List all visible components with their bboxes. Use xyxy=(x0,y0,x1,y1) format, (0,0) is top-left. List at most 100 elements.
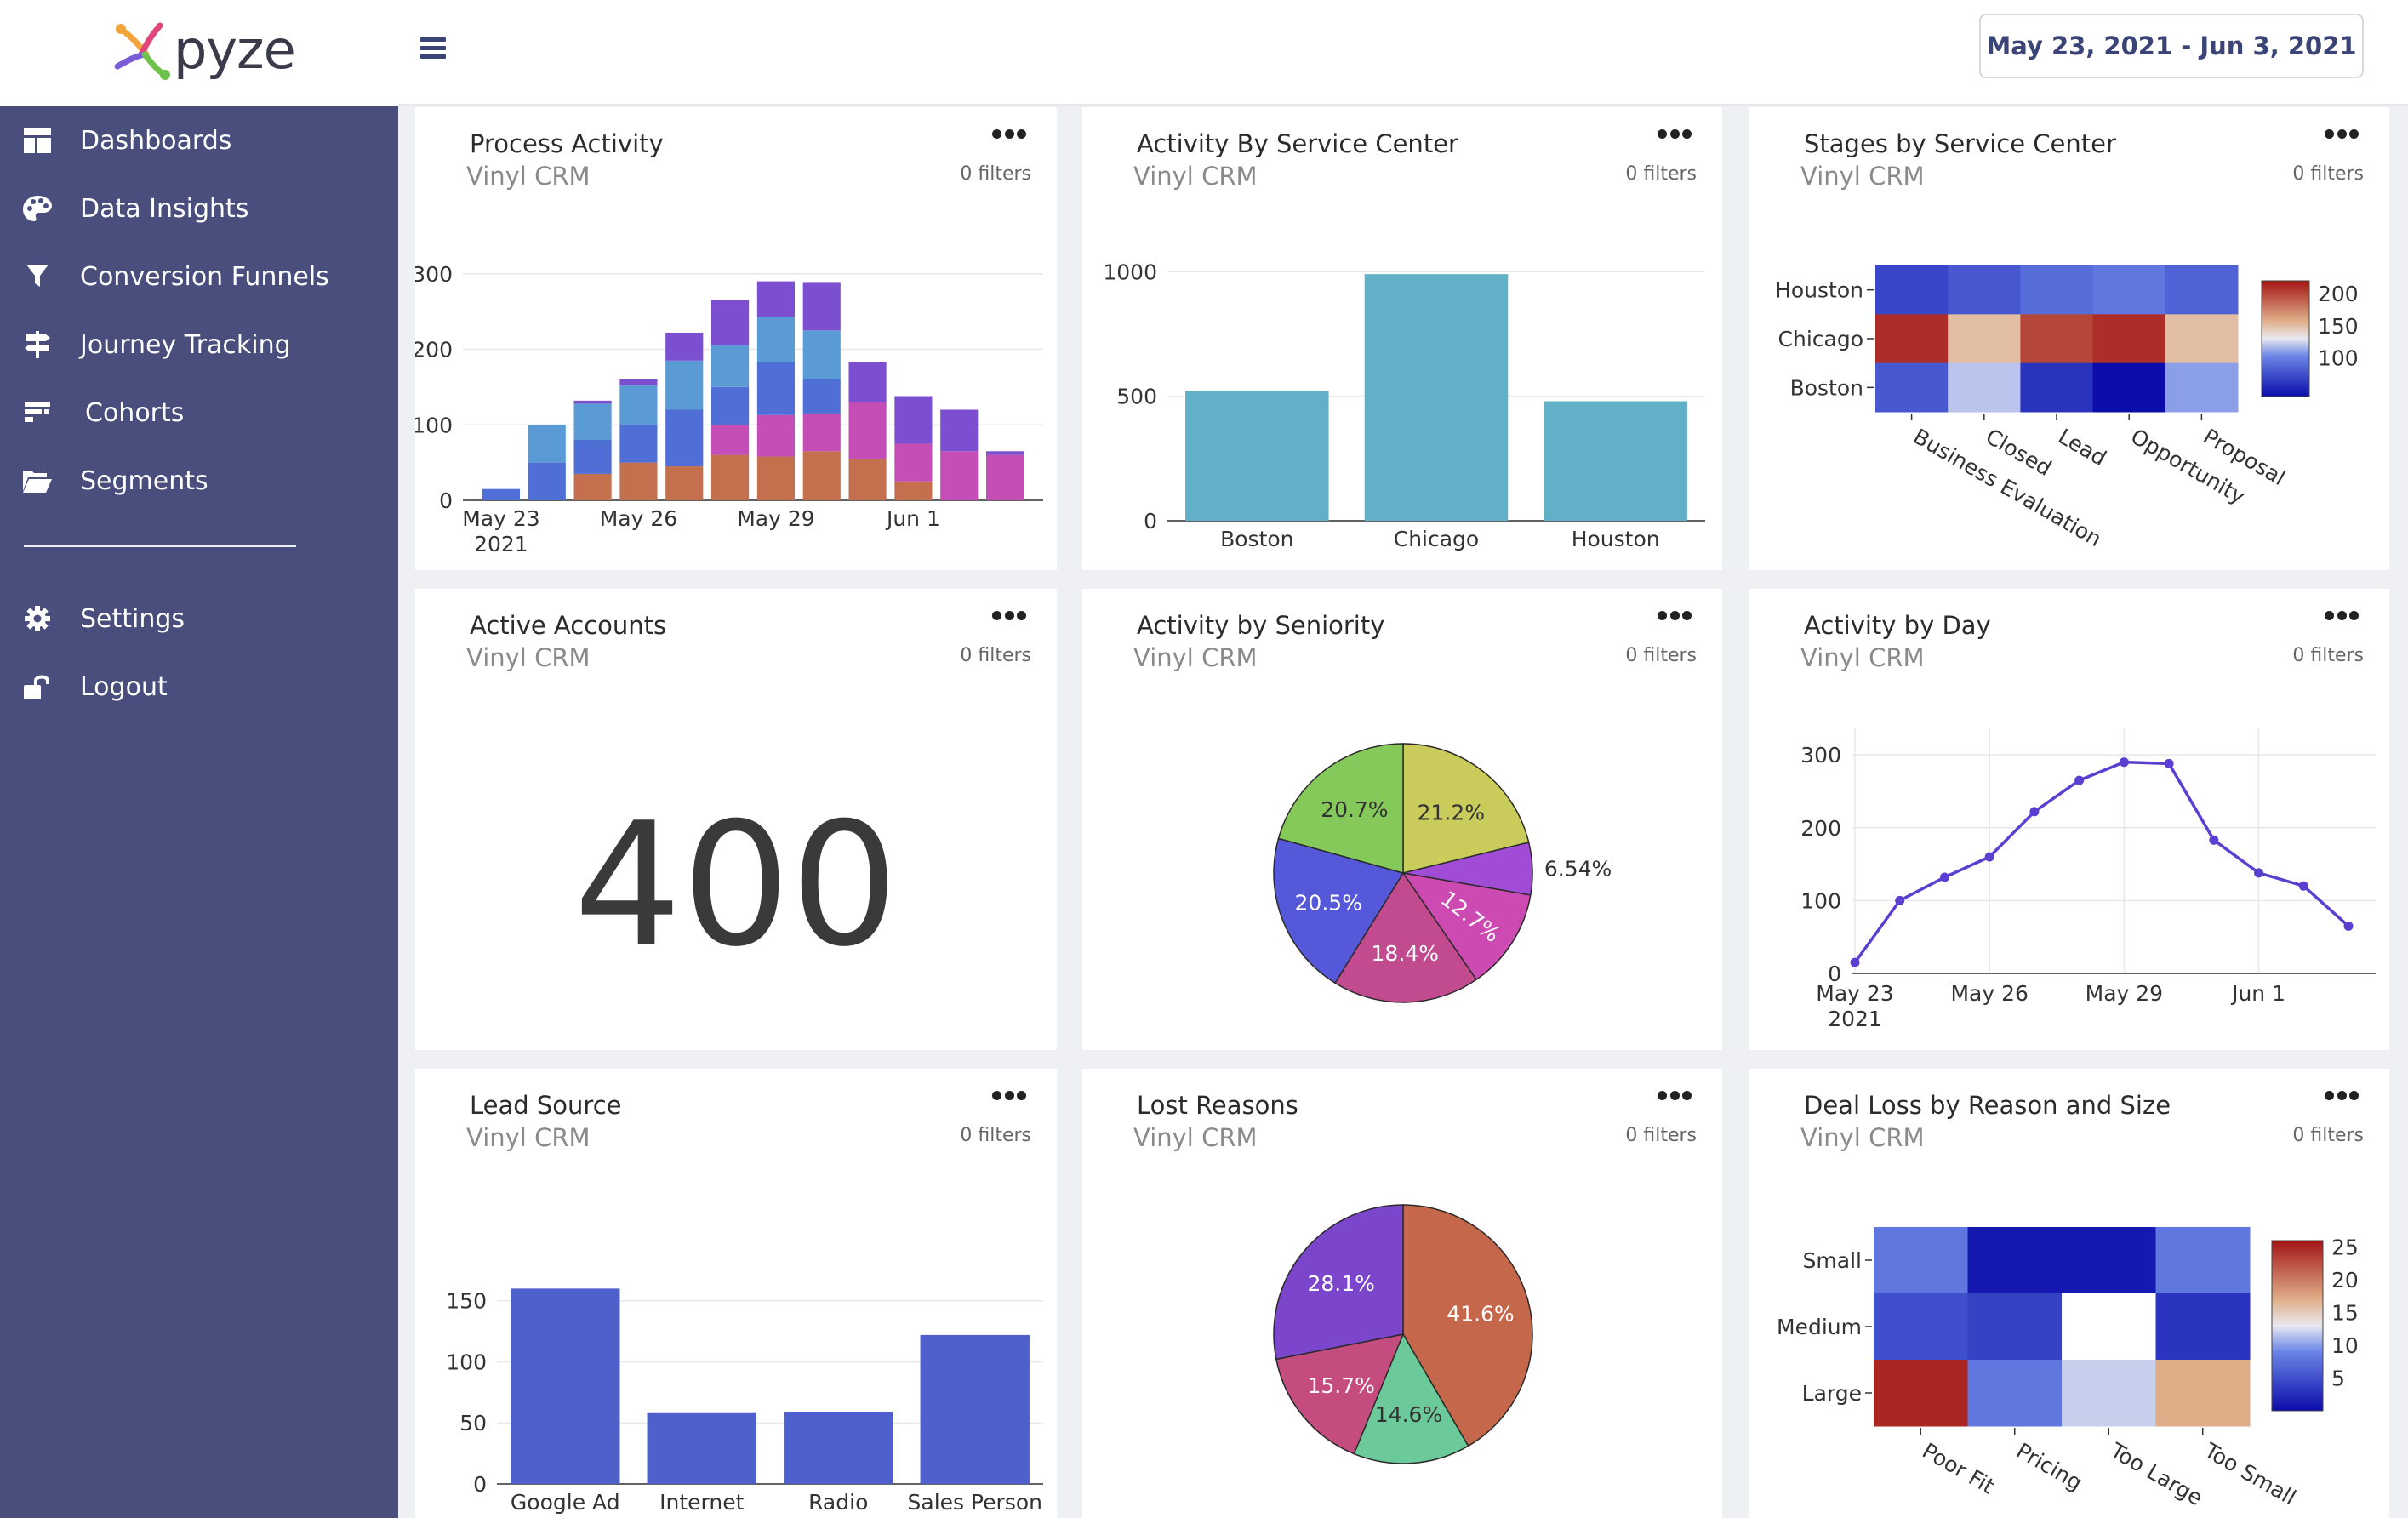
card-activity-by-day: Activity by Day Vinyl CRM 0 filters 0 100… xyxy=(1749,589,2389,1050)
pie-label: 14.6% xyxy=(1375,1402,1442,1427)
colorbar-tick-label: 150 xyxy=(2318,314,2359,339)
heatmap-cell xyxy=(1948,362,2021,413)
y-tick-label: 500 xyxy=(1116,385,1157,409)
card-subtitle: Vinyl CRM xyxy=(1133,643,1258,672)
active-accounts-value: 400 xyxy=(573,786,899,984)
card-activity-by-seniority: Activity by Seniority Vinyl CRM 0 filter… xyxy=(1082,589,1722,1050)
pie-slice xyxy=(1273,837,1405,984)
date-range-picker[interactable]: May 23, 2021 - Jun 3, 2021 xyxy=(1979,14,2364,78)
bar xyxy=(784,1412,893,1484)
bar-segment xyxy=(665,466,704,500)
palette-icon xyxy=(22,193,53,224)
heatmap-cell xyxy=(2062,1360,2156,1427)
filters-link[interactable]: 0 filters xyxy=(960,1125,1031,1146)
card-title: Lead Source xyxy=(470,1091,622,1120)
heatmap-cell xyxy=(1874,1293,1968,1361)
more-options-icon[interactable] xyxy=(1658,611,1692,623)
bar xyxy=(511,1288,620,1484)
pie-label: 20.5% xyxy=(1295,890,1362,915)
sidebar-item-segments[interactable]: Segments xyxy=(0,448,398,513)
x-tick-label: Poor Fit xyxy=(1918,1438,1999,1498)
more-options-icon[interactable] xyxy=(2325,1091,2359,1103)
bar-segment xyxy=(711,345,750,387)
colorbar-tick-label: 100 xyxy=(2318,346,2359,371)
heatmap-cell xyxy=(2155,1360,2251,1427)
heatmap-cell xyxy=(2092,265,2166,315)
more-options-icon[interactable] xyxy=(2325,129,2359,141)
filters-link[interactable]: 0 filters xyxy=(1625,1125,1697,1146)
x-tick-label: Too Small xyxy=(2200,1438,2300,1510)
heatmap-cell xyxy=(2165,314,2239,364)
filters-link[interactable]: 0 filters xyxy=(2292,163,2364,185)
bar xyxy=(1544,401,1687,521)
y-tick-label: Chicago xyxy=(1778,327,1863,351)
more-options-icon[interactable] xyxy=(1658,1091,1692,1103)
logo-area[interactable]: pyze xyxy=(0,0,398,106)
x-tick-label: May 29 xyxy=(737,506,814,531)
funnel-icon xyxy=(22,261,53,292)
data-point xyxy=(1850,957,1860,967)
bar-segment xyxy=(802,282,841,331)
more-options-icon[interactable] xyxy=(1658,129,1692,141)
more-options-icon[interactable] xyxy=(992,129,1026,141)
filters-link[interactable]: 0 filters xyxy=(2292,645,2364,666)
y-tick-label: Houston xyxy=(1775,278,1863,303)
y-tick-label: 150 xyxy=(446,1289,487,1314)
card-lost-reasons: Lost Reasons Vinyl CRM 0 filters 41.6% 14… xyxy=(1082,1069,1722,1518)
x-tick-label: Sales Person xyxy=(908,1490,1043,1515)
sidebar-item-label: Settings xyxy=(80,603,185,634)
sidebar-item-settings[interactable]: Settings xyxy=(0,586,398,651)
hamburger-menu-icon[interactable] xyxy=(420,37,446,60)
signpost-icon xyxy=(22,329,53,360)
logo-text: pyze xyxy=(174,19,296,81)
bar xyxy=(647,1412,756,1484)
x-tick-label: May 29 xyxy=(2086,981,2163,1006)
bar-segment xyxy=(619,425,658,463)
sidebar-item-cohorts[interactable]: Cohorts xyxy=(0,380,398,445)
pie-slice xyxy=(1275,1333,1405,1455)
sidebar-item-label: Data Insights xyxy=(80,193,249,224)
x-tick-label: May 26 xyxy=(1950,981,2028,1006)
y-tick-label: Medium xyxy=(1777,1315,1862,1339)
folder-open-icon xyxy=(22,465,53,496)
data-point xyxy=(2209,835,2219,845)
sidebar-item-journey-tracking[interactable]: Journey Tracking xyxy=(0,312,398,377)
bar-segment xyxy=(894,396,933,444)
x-tick-label: Pricing xyxy=(2012,1438,2086,1495)
bar-segment xyxy=(619,380,658,386)
heatmap-cell xyxy=(1875,362,1949,413)
filters-link[interactable]: 0 filters xyxy=(960,163,1031,185)
bar-segment xyxy=(482,488,520,500)
bar-segment xyxy=(573,440,612,474)
colorbar-tick-label: 15 xyxy=(2331,1301,2359,1326)
y-tick-label: Boston xyxy=(1790,375,1863,400)
card-subtitle: Vinyl CRM xyxy=(466,643,591,672)
sidebar-item-logout[interactable]: Logout xyxy=(0,654,398,719)
y-tick-label: Large xyxy=(1802,1381,1862,1406)
card-stages-by-service-center: Stages by Service Center Vinyl CRM 0 fil… xyxy=(1749,107,2389,570)
x-tick-label: May 23 2021 xyxy=(462,506,539,556)
sidebar-item-conversion-funnels[interactable]: Conversion Funnels xyxy=(0,244,398,309)
bar-segment xyxy=(711,300,750,346)
pie-label: 20.7% xyxy=(1321,797,1388,822)
bar-segment xyxy=(665,360,704,410)
filters-link[interactable]: 0 filters xyxy=(1625,645,1697,666)
filters-link[interactable]: 0 filters xyxy=(960,645,1031,666)
heatmap-cell xyxy=(2165,362,2239,413)
more-options-icon[interactable] xyxy=(992,1091,1026,1103)
more-options-icon[interactable] xyxy=(992,611,1026,623)
bar-segment xyxy=(711,386,750,425)
pie-slice xyxy=(1353,1333,1469,1464)
y-tick-label: 300 xyxy=(1800,743,1841,768)
filters-link[interactable]: 0 filters xyxy=(2292,1125,2364,1146)
sidebar-item-dashboards[interactable]: Dashboards xyxy=(0,108,398,173)
bar-segment xyxy=(711,454,750,500)
bar-segment xyxy=(528,462,566,500)
filters-link[interactable]: 0 filters xyxy=(1625,163,1697,185)
card-active-accounts: Active Accounts Vinyl CRM 0 filters 400 xyxy=(415,589,1057,1050)
heatmap-cell xyxy=(2092,362,2166,413)
sidebar-item-data-insights[interactable]: Data Insights xyxy=(0,176,398,241)
dashboard-icon xyxy=(22,125,53,156)
more-options-icon[interactable] xyxy=(2325,611,2359,623)
bar-segment xyxy=(986,454,1024,500)
